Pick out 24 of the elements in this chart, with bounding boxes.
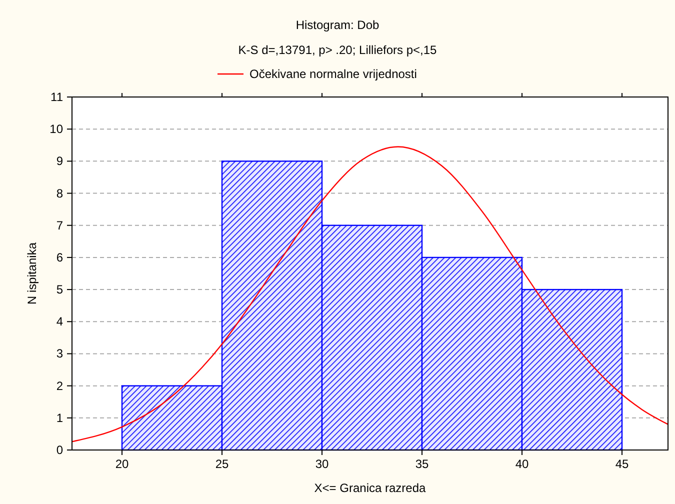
line-series [71,146,669,442]
y-tick-label: 3 [56,346,64,361]
y-tick-label: 11 [50,90,64,104]
x-tick-label: 40 [515,457,529,471]
x-tick-label: 30 [315,457,329,471]
x-tick-label: 35 [415,457,429,471]
y-tick-label: 6 [56,250,64,264]
y-tick-label: 8 [56,186,64,200]
x-tick-label: 20 [115,457,129,471]
x-tick-label: 45 [615,457,629,471]
y-tick-label: 1 [56,410,64,425]
chart-title: Histogram: Dob [296,18,380,32]
legend-label: Očekivane normalne vrijednosti [250,67,417,81]
x-tick-label: 25 [215,457,229,471]
x-axis-title: X<= Granica razreda [314,481,426,495]
y-tick-label: 10 [50,122,64,136]
chart-subtitle: K-S d=,13791, p> .20; Lilliefors p<,15 [238,43,438,57]
y-tick-label: 5 [56,282,64,297]
y-tick-label: 4 [56,314,64,329]
y-tick-label: 2 [56,378,64,393]
y-tick-label: 9 [56,154,64,168]
y-axis-title: N ispitanika [25,242,39,305]
y-tick-label: 0 [56,443,64,457]
y-tick-label: 7 [56,218,64,232]
